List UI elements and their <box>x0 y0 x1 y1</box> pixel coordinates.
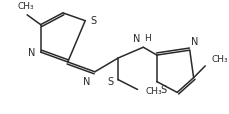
Text: S: S <box>107 76 113 86</box>
Text: H: H <box>144 34 150 43</box>
Text: N: N <box>28 48 36 58</box>
Text: CH₃: CH₃ <box>144 86 161 95</box>
Text: N: N <box>82 76 90 86</box>
Text: N: N <box>132 34 140 44</box>
Text: CH₃: CH₃ <box>18 2 34 11</box>
Text: CH₃: CH₃ <box>210 54 227 63</box>
Text: S: S <box>90 16 96 26</box>
Text: S: S <box>160 84 166 94</box>
Text: N: N <box>190 37 197 47</box>
